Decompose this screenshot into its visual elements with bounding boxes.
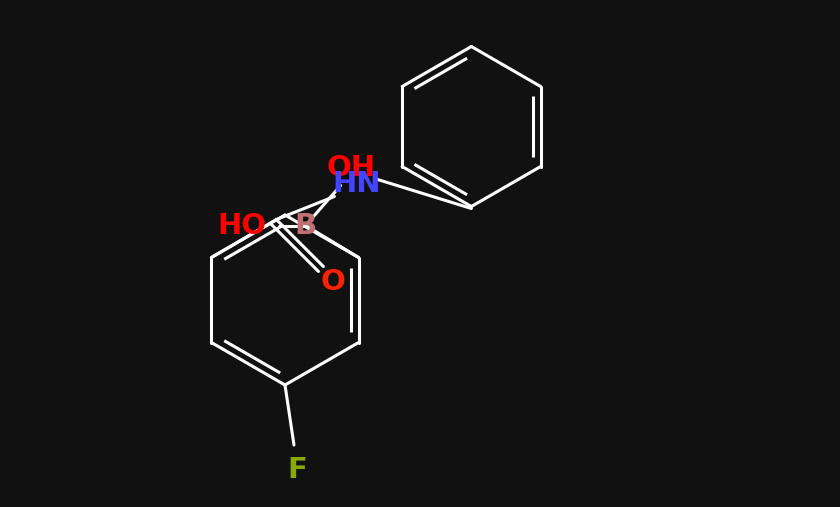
Text: F: F: [287, 456, 307, 484]
Text: O: O: [321, 269, 346, 297]
Text: HO: HO: [217, 211, 266, 239]
Text: OH: OH: [326, 154, 375, 182]
Text: HN: HN: [332, 170, 381, 199]
Text: B: B: [295, 211, 317, 239]
